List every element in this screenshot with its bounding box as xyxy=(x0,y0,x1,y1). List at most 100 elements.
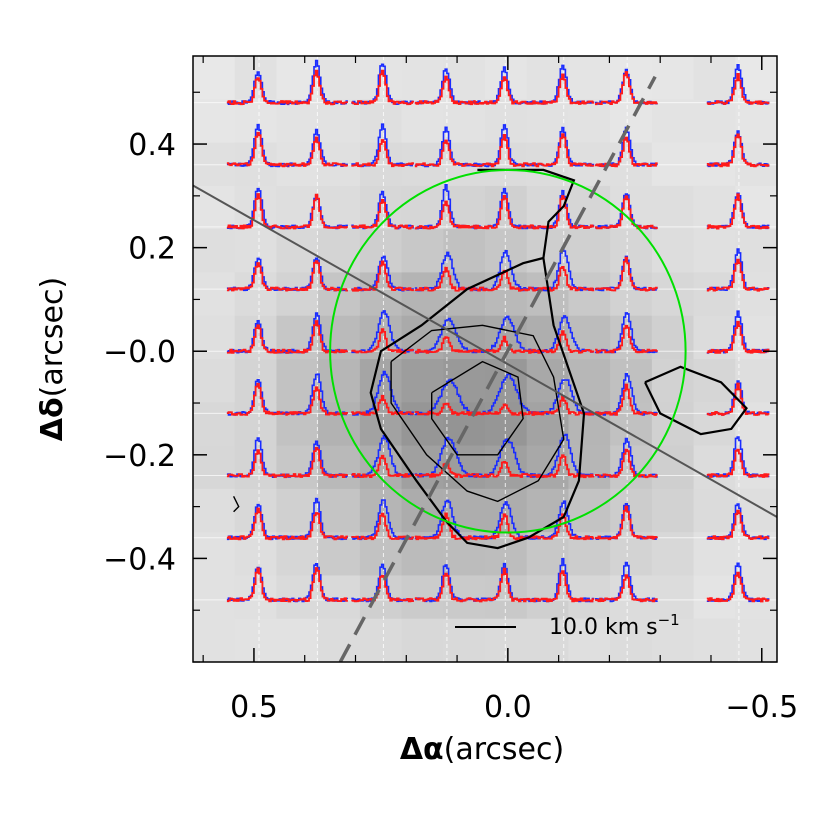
map-cell xyxy=(568,488,611,533)
map-cell xyxy=(651,488,695,533)
red-spectrum xyxy=(531,570,595,603)
contour-line xyxy=(644,365,748,436)
red-spectrum xyxy=(595,71,658,106)
red-spectrum xyxy=(414,75,478,106)
map-cell xyxy=(234,618,277,662)
red-spectrum xyxy=(226,449,290,479)
map-cell xyxy=(651,315,695,360)
x-tick-label: 0.5 xyxy=(230,690,278,725)
intensity-map xyxy=(193,56,777,662)
map-cell xyxy=(651,99,695,144)
plot-frame xyxy=(192,55,778,663)
map-cell xyxy=(318,229,361,273)
red-spectrum xyxy=(531,73,595,105)
red-spectrum xyxy=(706,193,770,230)
red-spectrum xyxy=(531,454,595,479)
red-spectrum xyxy=(285,512,348,541)
x-tick-label: 0.0 xyxy=(484,690,532,725)
map-cell xyxy=(568,445,611,490)
map-cell xyxy=(276,99,319,144)
red-spectrum xyxy=(531,266,595,292)
red-spectrum xyxy=(473,513,536,541)
map-cell xyxy=(401,402,444,447)
red-spectrum xyxy=(285,260,348,292)
map-cell xyxy=(610,99,653,144)
map-cell xyxy=(485,272,528,317)
red-spectrum xyxy=(531,133,595,168)
red-spectrum xyxy=(285,193,348,230)
x-axis-unit: (arcsec) xyxy=(444,732,565,767)
y-axis-symbol: Δδ xyxy=(35,397,70,441)
map-cell xyxy=(568,315,611,360)
aperture-circle xyxy=(329,168,687,534)
map-cell xyxy=(735,99,777,144)
red-spectrum xyxy=(706,133,770,168)
map-cell xyxy=(359,488,403,533)
blue-spectrum xyxy=(473,373,536,415)
map-cell xyxy=(318,445,361,490)
red-spectrum xyxy=(706,382,770,416)
map-cell xyxy=(693,185,736,230)
map-cell xyxy=(693,272,736,317)
red-spectrum xyxy=(226,77,290,106)
y-tick-label: −0.0 xyxy=(103,335,176,370)
map-cell xyxy=(485,488,528,533)
red-spectrum xyxy=(226,324,290,354)
map-cell xyxy=(443,99,486,144)
map-cell xyxy=(318,618,361,662)
map-cell xyxy=(568,56,611,100)
map-cell xyxy=(318,488,361,533)
map-cell xyxy=(193,56,236,100)
map-cell xyxy=(318,99,361,144)
contour-line xyxy=(232,495,240,513)
map-cell xyxy=(318,56,361,100)
map-cell xyxy=(318,359,361,403)
red-spectrum xyxy=(226,507,290,541)
y-axis-label: Δδ(arcsec) xyxy=(35,277,70,441)
map-cell xyxy=(526,575,569,620)
map-cell xyxy=(651,185,695,230)
red-spectrum xyxy=(414,402,478,416)
red-spectrum xyxy=(706,571,770,603)
map-cell xyxy=(568,272,611,317)
x-axis-symbol: Δα xyxy=(400,732,444,767)
map-cell xyxy=(193,402,236,447)
map-cell xyxy=(359,56,403,100)
scale-bar-label: 10.0 km s−1 xyxy=(549,611,680,640)
map-cell xyxy=(193,445,236,490)
map-cell xyxy=(526,445,569,490)
map-cell xyxy=(735,618,777,662)
y-tick-label: 0.4 xyxy=(128,128,176,163)
map-cell xyxy=(193,618,236,662)
map-cell xyxy=(401,618,444,662)
red-spectrum xyxy=(226,382,290,416)
map-cell xyxy=(651,532,695,576)
map-cell xyxy=(693,445,736,490)
red-spectrum xyxy=(595,505,658,541)
scale-bar-value: 10.0 km s xyxy=(549,615,658,640)
red-spectrum xyxy=(351,199,414,230)
y-tick-label: 0.2 xyxy=(128,232,176,267)
red-spectrum xyxy=(473,567,536,603)
red-spectrum xyxy=(351,260,414,292)
map-cell xyxy=(651,575,695,620)
red-spectrum xyxy=(706,320,770,354)
map-cell xyxy=(193,488,236,533)
red-spectrum xyxy=(595,448,658,479)
y-tick-label: −0.2 xyxy=(103,439,176,474)
red-spectrum xyxy=(414,200,478,230)
contour-line xyxy=(390,324,565,503)
map-cell xyxy=(234,402,277,447)
map-cell xyxy=(443,315,486,360)
map-cell xyxy=(193,575,236,620)
map-cell xyxy=(568,99,611,144)
red-spectrum xyxy=(351,512,414,541)
y-tick-label: −0.4 xyxy=(103,542,176,577)
red-spectrum xyxy=(531,330,595,354)
map-cell xyxy=(568,402,611,447)
map-cell xyxy=(651,229,695,273)
map-cell xyxy=(276,402,319,447)
red-spectrum xyxy=(595,324,658,354)
map-cell xyxy=(693,229,736,273)
